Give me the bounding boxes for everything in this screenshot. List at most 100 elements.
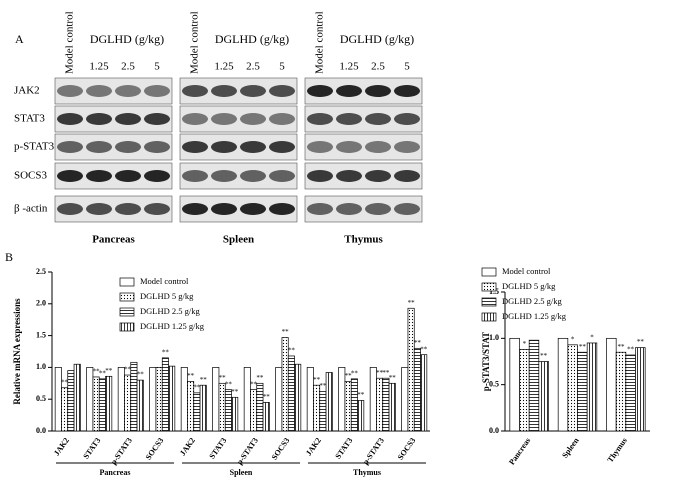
bar <box>117 367 125 432</box>
bar <box>420 354 428 432</box>
blot-band <box>57 85 83 97</box>
dose-label: 5 <box>404 61 410 73</box>
blot-band <box>144 170 170 182</box>
bar <box>413 347 421 432</box>
significance-label: ** <box>389 374 397 382</box>
blot-band <box>115 170 141 182</box>
dose-label: 1.25 <box>339 61 359 73</box>
bar <box>294 363 302 432</box>
blot-band <box>269 203 295 215</box>
significance-label: ** <box>319 382 327 390</box>
control-header: Model control <box>64 11 76 74</box>
row-label: p-STAT3 <box>14 141 55 153</box>
blot-band <box>269 170 295 182</box>
group-label: Spleen <box>230 468 253 477</box>
significance-label: ** <box>376 369 384 377</box>
blot-band <box>394 203 420 215</box>
legend-swatch <box>481 267 497 277</box>
bar <box>538 361 549 432</box>
blot-band <box>182 141 208 153</box>
x-tick-label: JAK2 <box>178 436 197 458</box>
significance-label: ** <box>637 338 645 346</box>
significance-label: ** <box>382 369 390 377</box>
blot-band <box>394 141 420 153</box>
x-tick-label: Spleen <box>560 436 581 460</box>
row-label: SOCS3 <box>14 170 48 182</box>
bar <box>606 337 617 432</box>
y-axis-label: p-STAT3/STAT <box>481 332 491 391</box>
significance-label: ** <box>282 328 290 336</box>
bar <box>262 402 270 432</box>
control-header: Model control <box>189 11 201 74</box>
bar <box>528 339 540 432</box>
significance-label: ** <box>288 347 296 355</box>
blot-band <box>144 113 170 125</box>
blot-band <box>336 85 362 97</box>
blot-band <box>57 170 83 182</box>
row-label: STAT3 <box>14 113 45 125</box>
control-header: Model control <box>314 11 326 74</box>
blot-band <box>211 170 237 182</box>
blot-band <box>182 170 208 182</box>
y-tick-label: 2.5 <box>36 267 46 276</box>
x-tick-label: Thymus <box>606 436 629 464</box>
blot-band <box>144 85 170 97</box>
blot-band <box>211 113 237 125</box>
significance-label: ** <box>345 372 353 380</box>
y-axis-label: Relative mRNA expressions <box>12 298 22 405</box>
y-tick-label: 0.0 <box>489 426 499 435</box>
significance-label: ** <box>313 376 321 384</box>
dose-label: 1.25 <box>214 61 234 73</box>
blot-band <box>182 113 208 125</box>
legend-swatch <box>119 307 135 317</box>
blot-band <box>336 203 362 215</box>
significance-label: ** <box>250 380 258 388</box>
bar <box>509 337 520 432</box>
y-tick-label: 0.5 <box>489 379 499 388</box>
blot-band <box>365 85 391 97</box>
x-tick-label: STAT3 <box>333 436 354 461</box>
row-label: β -actin <box>14 203 48 215</box>
dose-label: 2.5 <box>121 61 135 73</box>
tissue-label: Pancreas <box>92 234 135 246</box>
treatment-header: DGLHD (g/kg) <box>90 32 164 46</box>
blot-band <box>365 170 391 182</box>
bar <box>168 365 176 432</box>
significance-label: ** <box>263 393 271 401</box>
bar <box>401 367 409 432</box>
bar <box>319 391 327 432</box>
blot-band <box>394 170 420 182</box>
bar <box>98 378 106 432</box>
significance-label: ** <box>99 369 107 377</box>
x-tick-label: SOCS3 <box>270 436 292 462</box>
blot-band <box>336 170 362 182</box>
blot-band <box>394 113 420 125</box>
panel-label: B <box>5 250 13 264</box>
blot-band <box>336 141 362 153</box>
blot-band <box>86 203 112 215</box>
x-tick-label: JAK2 <box>304 436 323 458</box>
x-tick-label: p-STAT3 <box>109 436 134 466</box>
bar <box>92 376 100 432</box>
significance-label: ** <box>61 378 69 386</box>
significance-label: ** <box>105 367 113 375</box>
x-tick-label: STAT3 <box>207 436 228 461</box>
significance-label: * <box>523 340 527 348</box>
blot-band <box>240 170 266 182</box>
significance-label: ** <box>627 346 635 354</box>
blot-band <box>182 203 208 215</box>
blot-band <box>269 113 295 125</box>
blot-band <box>86 85 112 97</box>
bar <box>54 367 62 432</box>
legend-label: DGLHD 1.25 g/kg <box>140 321 205 331</box>
bar <box>67 370 75 432</box>
significance-label: ** <box>93 368 101 376</box>
x-tick-label: JAK2 <box>52 436 71 458</box>
bar <box>407 307 415 432</box>
bar <box>350 378 358 432</box>
x-tick-label: SOCS3 <box>144 436 166 462</box>
bar <box>161 357 169 432</box>
x-tick-label: Pancreas <box>507 436 532 467</box>
bar <box>615 351 627 432</box>
blot-band <box>115 141 141 153</box>
